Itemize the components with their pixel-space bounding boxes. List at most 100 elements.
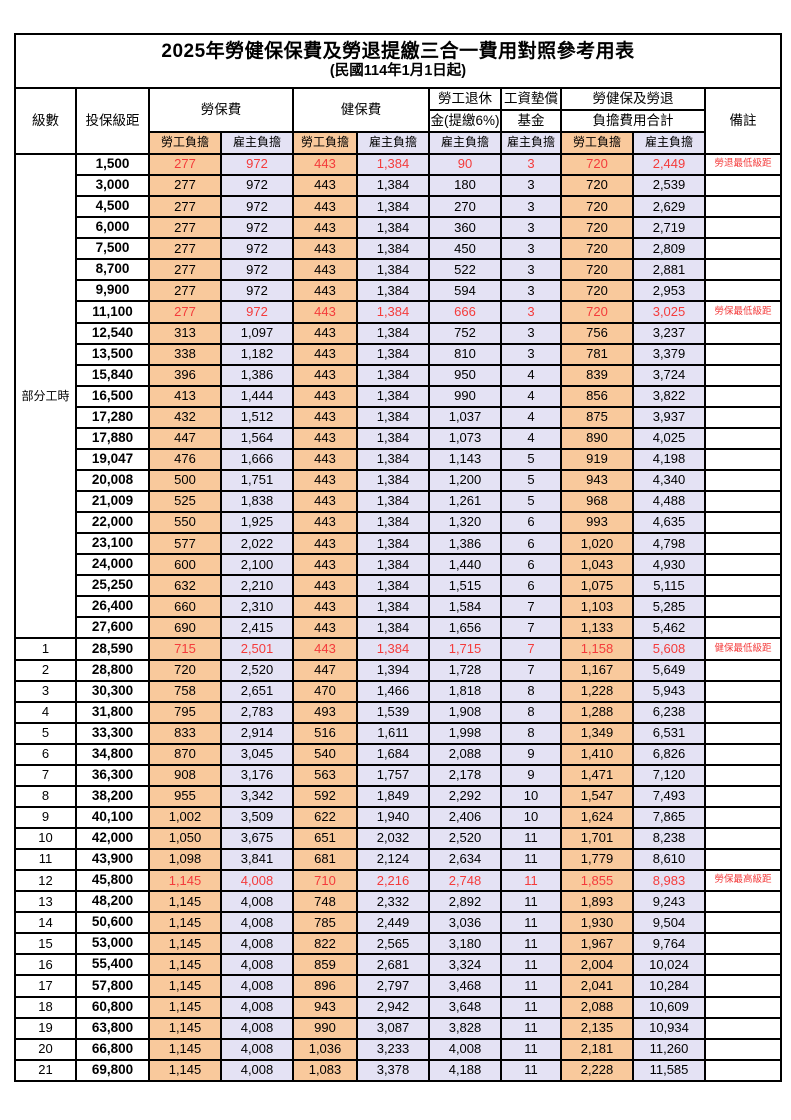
total-employer-cell: 3,025 (632, 300, 706, 324)
labor-ins-employer-cell: 1,838 (220, 489, 294, 514)
labor-ins-employee-cell: 277 (148, 279, 222, 303)
bracket-cell: 48,200 (75, 890, 150, 914)
health-ins-employee-cell: 748 (292, 890, 358, 914)
remark-cell (703, 426, 783, 450)
bracket-cell: 24,000 (75, 553, 150, 577)
table-row: 13,500 338 1,182 443 1,384 810 3 781 3,379 (15, 342, 783, 366)
remark-cell: 勞退最低級距 (703, 152, 783, 177)
labor-ins-employee-cell: 660 (148, 595, 222, 619)
total-employer-cell: 4,930 (632, 553, 706, 577)
labor-ins-employee-cell: 1,002 (148, 805, 222, 830)
wage-fund-employer-cell: 3 (500, 195, 562, 219)
labor-ins-employer-cell: 972 (220, 216, 294, 240)
pension-employer-cell: 1,998 (428, 721, 502, 745)
total-employee-cell: 1,158 (560, 637, 634, 661)
labor-ins-employer-cell: 2,783 (220, 700, 294, 724)
labor-ins-employee-cell: 1,145 (148, 1037, 222, 1061)
total-employer-cell: 7,493 (632, 784, 706, 808)
remark-cell (703, 763, 783, 787)
health-ins-employee-cell: 681 (292, 848, 358, 872)
page-title: 2025年勞健保保費及勞退提繳三合一費用對照參考用表 (161, 40, 635, 62)
total-employee-cell: 1,288 (560, 700, 634, 724)
bracket-cell: 50,600 (75, 911, 150, 935)
bracket-cell: 63,800 (75, 1016, 150, 1040)
remark-cell (703, 700, 783, 724)
bracket-cell: 55,400 (75, 953, 150, 977)
table-row: 10 42,000 1,050 3,675 651 2,032 2,520 11 1,701 8,… (14, 826, 783, 851)
total-employee-cell: 1,701 (560, 826, 634, 851)
wage-fund-employer-cell: 8 (500, 700, 562, 724)
labor-ins-employer-cell: 2,210 (220, 574, 294, 598)
header-labor-insurance: 勞保費 (148, 87, 294, 133)
pension-employer-cell: 1,715 (428, 637, 502, 661)
labor-ins-employee-cell: 277 (148, 258, 222, 282)
wage-fund-employer-cell: 11 (500, 869, 562, 893)
health-ins-employee-cell: 443 (292, 174, 358, 198)
level-cell: 4 (14, 700, 77, 724)
pension-employer-cell: 2,892 (428, 890, 502, 914)
total-employer-cell: 11,585 (632, 1058, 706, 1083)
pension-employer-cell: 522 (428, 258, 502, 282)
labor-ins-employer-cell: 1,925 (220, 511, 294, 535)
remark-cell (703, 258, 783, 282)
bracket-cell: 23,100 (75, 532, 150, 556)
health-ins-employee-cell: 470 (292, 679, 358, 703)
table-row: 6,000 277 972 443 1,384 360 3 720 2,719 (15, 216, 783, 240)
labor-ins-employer-cell: 3,342 (220, 784, 294, 808)
total-employer-cell: 4,340 (632, 468, 706, 493)
total-employer-cell: 7,120 (632, 763, 706, 787)
labor-ins-employer-cell: 4,008 (220, 974, 294, 998)
wage-fund-employer-cell: 3 (500, 321, 562, 345)
labor-ins-employer-cell: 3,045 (220, 742, 294, 766)
header-remark: 備註 (703, 87, 783, 155)
total-employee-cell: 1,075 (560, 574, 634, 598)
level-cell: 9 (14, 805, 77, 830)
labor-ins-employer-cell: 2,914 (220, 721, 294, 745)
pension-employer-cell: 810 (428, 342, 502, 366)
total-employer-cell: 9,243 (632, 890, 706, 914)
remark-cell (703, 805, 783, 830)
wage-fund-employer-cell: 3 (500, 342, 562, 366)
labor-ins-employer-cell: 4,008 (220, 869, 294, 893)
table-row: 3,000 277 972 443 1,384 180 3 720 2,539 (15, 174, 783, 198)
wage-fund-employer-cell: 3 (500, 216, 562, 240)
labor-ins-employee-cell: 1,145 (148, 974, 222, 998)
total-employer-cell: 10,609 (632, 995, 706, 1019)
remark-cell (703, 489, 783, 514)
labor-ins-employee-cell: 833 (148, 721, 222, 745)
health-ins-employee-cell: 516 (292, 721, 358, 745)
health-ins-employer-cell: 1,384 (356, 300, 430, 324)
labor-ins-employee-cell: 500 (148, 468, 222, 493)
health-ins-employer-cell: 1,384 (356, 174, 430, 198)
level-cell: 7 (14, 763, 77, 787)
health-ins-employer-cell: 1,384 (356, 405, 430, 429)
level-cell: 14 (14, 911, 77, 935)
total-employee-cell: 781 (560, 342, 634, 366)
health-ins-employer-cell: 1,539 (356, 700, 430, 724)
bracket-cell: 3,000 (75, 174, 150, 198)
table-row: 25,250 632 2,210 443 1,384 1,515 6 1,075 5,115 (15, 574, 783, 598)
bracket-cell: 31,800 (75, 700, 150, 724)
subheader-labor-employee: 勞工負擔 (148, 131, 222, 155)
level-cell: 12 (14, 869, 77, 893)
bracket-cell: 6,000 (75, 216, 150, 240)
pension-employer-cell: 3,828 (428, 1016, 502, 1040)
table-row: 22,000 550 1,925 443 1,384 1,320 6 993 4,635 (15, 511, 783, 535)
bracket-cell: 21,009 (75, 489, 150, 514)
table-row: 19,047 476 1,666 443 1,384 1,143 5 919 4,198 (15, 447, 783, 471)
pension-employer-cell: 950 (428, 363, 502, 387)
health-ins-employer-cell: 1,384 (356, 152, 430, 177)
labor-ins-employee-cell: 758 (148, 679, 222, 703)
total-employee-cell: 875 (560, 405, 634, 429)
pension-employer-cell: 1,584 (428, 595, 502, 619)
table-row: 18 60,800 1,145 4,008 943 2,942 3,648 11 2,088 10… (14, 995, 783, 1019)
pension-employer-cell: 2,178 (428, 763, 502, 787)
remark-cell (703, 658, 783, 682)
labor-ins-employer-cell: 972 (220, 279, 294, 303)
labor-ins-employer-cell: 972 (220, 174, 294, 198)
remark-cell (703, 1058, 783, 1083)
health-ins-employee-cell: 943 (292, 995, 358, 1019)
wage-fund-employer-cell: 3 (500, 279, 562, 303)
health-ins-employer-cell: 1,384 (356, 574, 430, 598)
total-employee-cell: 720 (560, 152, 634, 177)
